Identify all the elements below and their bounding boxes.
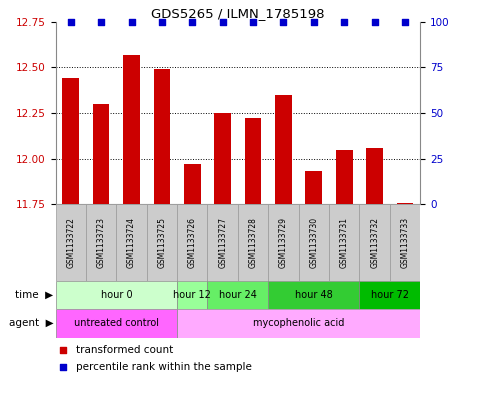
Text: hour 72: hour 72 [371, 290, 409, 300]
Text: time  ▶: time ▶ [15, 290, 53, 300]
Text: GSM1133722: GSM1133722 [66, 217, 75, 268]
Text: GSM1133725: GSM1133725 [157, 217, 167, 268]
Bar [390, 204, 420, 281]
Bar [177, 281, 208, 309]
Point [280, 18, 287, 25]
Bar [93, 104, 110, 204]
Text: GSM1133732: GSM1133732 [370, 217, 379, 268]
Title: GDS5265 / ILMN_1785198: GDS5265 / ILMN_1785198 [151, 7, 325, 20]
Bar [56, 309, 177, 338]
Bar [208, 281, 268, 309]
Point [59, 347, 67, 353]
Bar [238, 204, 268, 281]
Point [158, 18, 166, 25]
Bar [177, 204, 208, 281]
Point [67, 18, 74, 25]
Text: GSM1133730: GSM1133730 [309, 217, 318, 268]
Bar [268, 204, 298, 281]
Point [249, 18, 257, 25]
Text: hour 48: hour 48 [295, 290, 333, 300]
Bar [366, 148, 383, 204]
Bar [359, 281, 420, 309]
Bar [275, 95, 292, 204]
Bar [56, 281, 177, 309]
Point [401, 18, 409, 25]
Text: GSM1133731: GSM1133731 [340, 217, 349, 268]
Text: hour 0: hour 0 [100, 290, 132, 300]
Text: GSM1133723: GSM1133723 [97, 217, 106, 268]
Point [341, 18, 348, 25]
Bar [147, 204, 177, 281]
Point [97, 18, 105, 25]
Text: percentile rank within the sample: percentile rank within the sample [76, 362, 252, 372]
Point [188, 18, 196, 25]
Bar [184, 164, 200, 204]
Point [219, 18, 227, 25]
Bar [329, 204, 359, 281]
Bar [62, 78, 79, 204]
Text: transformed count: transformed count [76, 345, 173, 355]
Bar [177, 309, 420, 338]
Bar [305, 171, 322, 204]
Bar [123, 55, 140, 204]
Text: mycophenolic acid: mycophenolic acid [253, 318, 344, 329]
Bar [336, 149, 353, 204]
Text: hour 24: hour 24 [219, 290, 257, 300]
Bar [397, 202, 413, 204]
Bar [56, 204, 86, 281]
Bar [245, 118, 261, 204]
Point [128, 18, 135, 25]
Bar [86, 204, 116, 281]
Text: untreated control: untreated control [74, 318, 159, 329]
Text: hour 12: hour 12 [173, 290, 211, 300]
Point [371, 18, 379, 25]
Bar [208, 204, 238, 281]
Text: GSM1133724: GSM1133724 [127, 217, 136, 268]
Bar [116, 204, 147, 281]
Text: GSM1133728: GSM1133728 [249, 217, 257, 268]
Text: GSM1133729: GSM1133729 [279, 217, 288, 268]
Bar [359, 204, 390, 281]
Text: GSM1133727: GSM1133727 [218, 217, 227, 268]
Text: GSM1133726: GSM1133726 [188, 217, 197, 268]
Bar [298, 204, 329, 281]
Point [310, 18, 318, 25]
Point [59, 364, 67, 371]
Text: agent  ▶: agent ▶ [9, 318, 53, 329]
Bar [214, 113, 231, 204]
Bar [268, 281, 359, 309]
Text: GSM1133733: GSM1133733 [400, 217, 410, 268]
Bar [154, 69, 170, 204]
